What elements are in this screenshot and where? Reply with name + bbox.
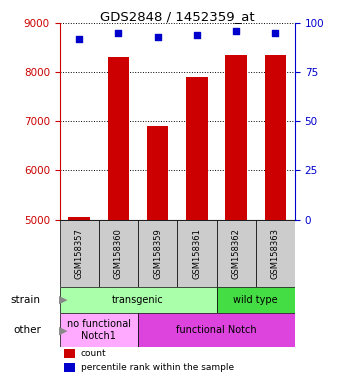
Bar [64,363,75,372]
Text: GSM158361: GSM158361 [192,228,202,279]
Bar [217,287,295,313]
Text: other: other [13,325,41,335]
Point [272,30,278,36]
Bar [225,55,247,220]
Bar [108,58,129,220]
Text: ▶: ▶ [59,295,67,305]
Bar [60,220,99,287]
Text: GSM158360: GSM158360 [114,228,123,279]
Bar [217,220,256,287]
Bar [60,313,138,348]
Bar [138,313,295,348]
Bar [186,77,208,220]
Title: GDS2848 / 1452359_at: GDS2848 / 1452359_at [100,10,255,23]
Text: GSM158359: GSM158359 [153,228,162,279]
Bar [177,220,217,287]
Point [155,34,160,40]
Bar [138,220,177,287]
Text: GSM158363: GSM158363 [271,228,280,279]
Text: strain: strain [11,295,41,305]
Text: functional Notch: functional Notch [176,325,257,335]
Text: no functional
Notch1: no functional Notch1 [67,319,131,341]
Bar [265,55,286,220]
Text: wild type: wild type [234,295,278,305]
Text: transgenic: transgenic [112,295,164,305]
Bar [64,349,75,358]
Text: GSM158362: GSM158362 [232,228,241,279]
Point [233,28,239,34]
Point [194,32,199,38]
Point [76,36,82,42]
Text: count: count [81,349,106,358]
Bar [99,220,138,287]
Bar [60,287,217,313]
Point [116,30,121,36]
Bar [147,126,168,220]
Bar [69,217,90,220]
Bar [256,220,295,287]
Text: ▶: ▶ [59,325,67,335]
Text: GSM158357: GSM158357 [75,228,84,279]
Text: percentile rank within the sample: percentile rank within the sample [81,363,234,372]
